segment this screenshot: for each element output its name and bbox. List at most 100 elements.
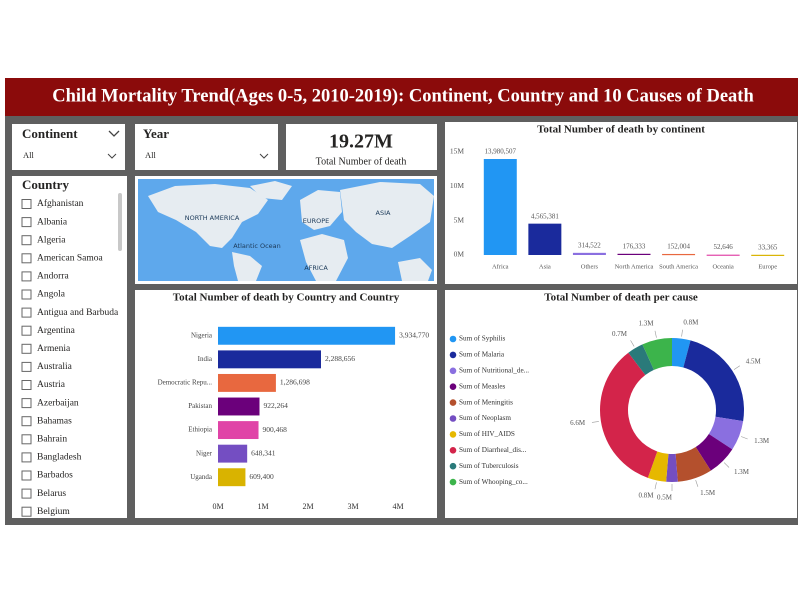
y-tick-label: Uganda xyxy=(190,473,213,481)
dropdown-icon[interactable] xyxy=(259,153,269,159)
checkbox[interactable] xyxy=(21,289,32,300)
legend-label[interactable]: Sum of Nutritional_de... xyxy=(459,366,529,374)
y-tick-label: India xyxy=(198,355,213,363)
data-label: 0.8M xyxy=(683,318,699,326)
checkbox[interactable] xyxy=(21,325,32,336)
data-label: 4.5M xyxy=(746,358,762,366)
checkbox[interactable] xyxy=(21,271,32,282)
legend-label[interactable]: Sum of HIV_AIDS xyxy=(459,430,515,438)
country-item[interactable]: Angola xyxy=(37,290,66,300)
data-label: 1.3M xyxy=(734,468,750,476)
kpi-card xyxy=(286,124,437,170)
bar xyxy=(218,397,260,416)
donut-slice xyxy=(647,451,669,482)
country-item[interactable]: Bahamas xyxy=(37,416,72,426)
value-label: 2,288,656 xyxy=(325,354,355,363)
country-item[interactable]: Azerbaijan xyxy=(37,398,79,408)
country-item[interactable]: Algeria xyxy=(37,235,66,245)
bar xyxy=(662,253,696,256)
country-item[interactable]: Barbados xyxy=(37,471,73,481)
legend-label[interactable]: Sum of Diarrheal_dis... xyxy=(459,446,526,454)
checkbox[interactable] xyxy=(21,398,32,409)
checkbox[interactable] xyxy=(21,235,32,246)
leader-line xyxy=(654,482,657,490)
donut-slice xyxy=(683,340,745,422)
checkbox[interactable] xyxy=(21,199,32,209)
continent-slicer[interactable] xyxy=(12,124,125,170)
x-tick-label: 0M xyxy=(212,502,223,511)
checkbox[interactable] xyxy=(21,506,32,517)
kpi-value: 19.27M xyxy=(329,131,393,153)
country-item[interactable]: Armenia xyxy=(37,344,71,354)
legend-marker xyxy=(449,462,457,470)
checkbox[interactable] xyxy=(21,343,32,354)
country-item[interactable]: Bahrain xyxy=(37,434,67,444)
country-item[interactable]: Austria xyxy=(37,380,66,390)
leader-line xyxy=(723,462,730,468)
country-list: Afghanistan Albania Algeria American Samoa A… xyxy=(21,198,119,517)
y-tick-label: Pakistan xyxy=(188,402,212,410)
legend-label[interactable]: Sum of Neoplasm xyxy=(459,414,511,422)
checkbox[interactable] xyxy=(21,217,32,228)
donut-slice xyxy=(628,344,654,376)
data-label: 0.5M xyxy=(657,494,673,502)
y-tick-label: Nigeria xyxy=(191,331,213,339)
title-bar xyxy=(5,78,798,116)
leader-line xyxy=(733,365,741,370)
legend-label[interactable]: Sum of Whooping_co... xyxy=(459,478,528,486)
x-tick-label: 1M xyxy=(257,502,268,511)
donut-slice xyxy=(708,416,744,450)
country-item[interactable]: Australia xyxy=(37,362,73,372)
y-tick-label: 0M xyxy=(454,250,465,259)
donut-slice xyxy=(600,352,658,478)
data-label: 6.6M xyxy=(570,419,586,427)
value-label: 33,365 xyxy=(758,243,778,251)
map-label: EUROPE xyxy=(303,217,330,225)
chevron-icon[interactable] xyxy=(108,130,120,137)
legend-label[interactable]: Sum of Meningitis xyxy=(459,398,513,406)
donut-slice xyxy=(666,453,678,482)
bar xyxy=(218,326,396,345)
country-item[interactable]: Antigua and Barbuda xyxy=(37,308,119,318)
checkbox[interactable] xyxy=(21,488,32,499)
year-slicer[interactable] xyxy=(135,124,278,170)
slicer-value: All xyxy=(145,150,157,160)
value-label: 52,646 xyxy=(714,243,734,251)
dropdown-icon[interactable] xyxy=(107,153,117,159)
country-item[interactable]: Andorra xyxy=(37,272,69,282)
country-item[interactable]: Albania xyxy=(37,217,68,227)
checkbox[interactable] xyxy=(21,380,32,390)
country-item[interactable]: Bangladesh xyxy=(37,453,82,463)
data-label: 0.8M xyxy=(639,492,655,500)
y-tick-label: 5M xyxy=(454,215,465,224)
data-label: 1.3M xyxy=(754,437,770,445)
checkbox[interactable] xyxy=(21,253,32,264)
value-label: 900,468 xyxy=(263,425,288,434)
checkbox[interactable] xyxy=(21,434,32,445)
bar xyxy=(218,373,276,392)
map-label: ASIA xyxy=(376,209,391,217)
legend-label[interactable]: Sum of Tuberculosis xyxy=(459,462,519,470)
country-item[interactable]: Argentina xyxy=(37,326,76,336)
country-item[interactable]: Belgium xyxy=(37,507,70,517)
checkbox[interactable] xyxy=(21,470,32,481)
legend-marker xyxy=(449,351,457,359)
map-label: NORTH AMERICA xyxy=(185,214,240,222)
legend-marker xyxy=(449,431,457,438)
leader-line xyxy=(695,480,699,487)
legend-label[interactable]: Sum of Malaria xyxy=(459,351,505,359)
country-item[interactable]: Afghanistan xyxy=(37,198,84,209)
checkbox[interactable] xyxy=(21,307,32,318)
legend-label[interactable]: Sum of Syphilis xyxy=(459,335,506,343)
legend-label[interactable]: Sum of Measles xyxy=(459,382,506,390)
leader-line xyxy=(654,330,657,338)
scrollbar[interactable] xyxy=(118,193,122,251)
checkbox[interactable] xyxy=(21,452,32,463)
legend-marker xyxy=(449,415,457,422)
checkbox[interactable] xyxy=(21,416,32,427)
value-label: 609,400 xyxy=(249,472,274,481)
x-tick-label: 4M xyxy=(392,502,403,511)
country-item[interactable]: American Samoa xyxy=(37,253,103,263)
country-item[interactable]: Belarus xyxy=(37,489,66,499)
checkbox[interactable] xyxy=(21,361,32,372)
